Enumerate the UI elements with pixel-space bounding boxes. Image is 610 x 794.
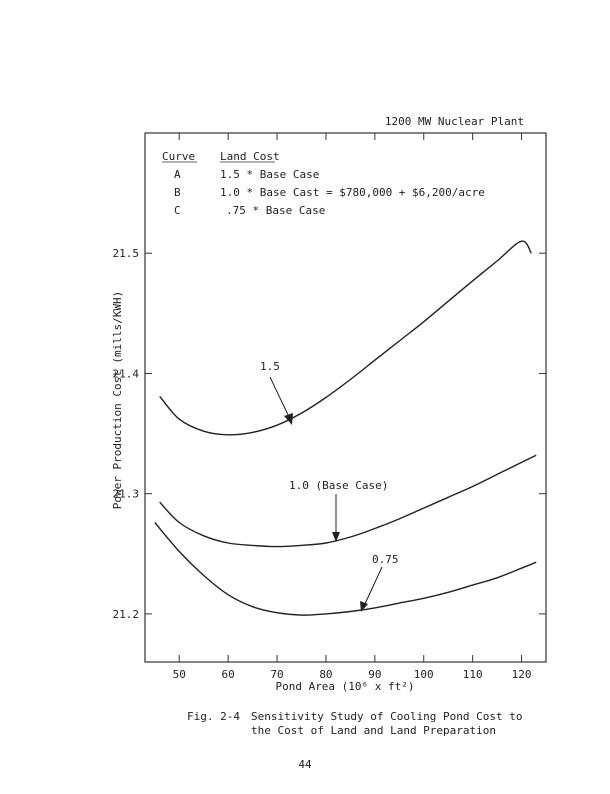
x-tick-label: 90 (368, 668, 381, 681)
y-tick-label: 21.5 (113, 247, 140, 260)
page-number: 44 (298, 758, 312, 771)
legend-header-land-cost: Land Cost (220, 150, 280, 163)
x-tick-label: 80 (319, 668, 332, 681)
y-tick-label: 21.4 (113, 367, 140, 380)
legend-row-b-curve: B (174, 186, 181, 199)
x-tick-label: 50 (173, 668, 186, 681)
annotation-0-75: 0.75 (372, 553, 399, 566)
legend-header-curve: Curve (162, 150, 195, 163)
annotation-0-75-arrowhead (360, 601, 368, 612)
x-tick-label: 70 (270, 668, 283, 681)
annotation-1-5-arrow (269, 376, 291, 420)
legend-row-b-cost: 1.0 * Base Cast = $780,000 + $6,200/acre (220, 186, 485, 199)
x-tick-label: 110 (463, 668, 483, 681)
curve-annotations: 1.5 1.0 (Base Case) 0.75 (260, 360, 399, 612)
figure-caption: Fig. 2-4 Sensitivity Study of Cooling Pon… (187, 710, 523, 738)
caption-label: Fig. 2-4 (187, 710, 240, 723)
plot-frame (144, 132, 547, 663)
series-line-1 (159, 454, 537, 548)
legend-row-a-curve: A (174, 168, 181, 181)
series-line-2 (154, 522, 537, 616)
legend-row-c-curve: C (174, 204, 181, 217)
y-tick-label: 21.3 (113, 488, 140, 501)
y-tick-label: 21.2 (113, 608, 140, 621)
caption-line-2: the Cost of Land and Land Preparation (251, 724, 497, 737)
x-tick-label: 120 (512, 668, 532, 681)
annotation-0-75-arrow (363, 566, 383, 607)
series-curves (154, 240, 537, 616)
chart-title: 1200 MW Nuclear Plant (385, 115, 524, 128)
x-tick-label: 60 (222, 668, 235, 681)
annotation-base-case-arrowhead (332, 532, 340, 542)
y-axis-label: Power Production Cost (mills/KWH) (111, 291, 124, 510)
chart: 1200 MW Nuclear Plant 50 60 70 80 90 100 110 12… (111, 115, 547, 693)
caption-line-1: Sensitivity Study of Cooling Pond Cost t… (251, 710, 523, 723)
series-line-0 (159, 240, 532, 436)
x-axis-label: Pond Area (10⁶ x ft²) (275, 680, 414, 693)
annotation-1-5-arrowhead (284, 413, 293, 425)
annotation-base-case: 1.0 (Base Case) (289, 479, 388, 492)
legend-row-a-cost: 1.5 * Base Case (220, 168, 319, 181)
legend-row-c-cost: .75 * Base Case (226, 204, 325, 217)
axis-ticks: 50 60 70 80 90 100 110 120 21.2 21.3 21.4 21.5 (113, 133, 546, 681)
annotation-1-5: 1.5 (260, 360, 280, 373)
legend: Curve Land Cost A 1.5 * Base Case B 1.0 … (162, 150, 485, 217)
x-tick-label: 100 (414, 668, 434, 681)
